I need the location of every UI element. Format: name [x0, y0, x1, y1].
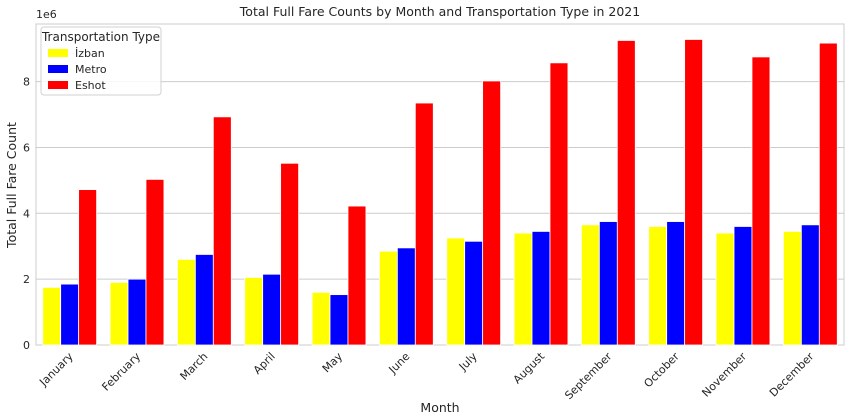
bar — [666, 221, 686, 346]
legend-swatch — [48, 49, 68, 57]
bar — [145, 178, 165, 346]
bar — [176, 258, 196, 346]
bar — [531, 231, 551, 346]
bar — [733, 226, 753, 346]
bar — [414, 102, 434, 346]
bar — [818, 42, 838, 346]
bar — [311, 291, 331, 346]
x-tick-label: August — [511, 349, 548, 386]
gridlines — [36, 81, 844, 280]
bar — [549, 62, 569, 346]
y-tick-label: 2 — [23, 273, 30, 286]
bar — [194, 254, 214, 346]
x-tick-labels: January February March April May June July Augu… — [36, 349, 816, 402]
bar — [280, 162, 300, 346]
y-tick-label: 8 — [23, 76, 30, 89]
x-tick-label: June — [386, 350, 413, 377]
bar — [396, 247, 416, 346]
bars — [42, 39, 838, 346]
legend: Transportation Type İzban Metro Eshot — [40, 26, 162, 96]
plot-area — [35, 23, 845, 346]
x-tick-label: May — [320, 350, 346, 376]
bar — [127, 278, 147, 346]
bar — [42, 286, 62, 346]
bar — [464, 240, 484, 346]
bar — [482, 80, 502, 346]
legend-entries: İzban Metro Eshot — [48, 47, 107, 92]
bar — [262, 273, 282, 346]
bar — [751, 56, 771, 346]
bar — [60, 283, 80, 346]
bar — [598, 221, 618, 346]
bar — [581, 224, 600, 346]
legend-title: Transportation Type — [41, 30, 160, 44]
x-tick-label: January — [36, 350, 76, 390]
bar — [616, 40, 636, 346]
y-scale-label: 1e6 — [36, 8, 57, 21]
bar — [347, 205, 367, 346]
x-tick-label: February — [99, 350, 143, 394]
legend-label: Metro — [75, 63, 107, 76]
legend-label: Eshot — [75, 79, 106, 92]
x-tick-label: December — [767, 350, 817, 400]
x-axis-label: Month — [420, 400, 459, 415]
bar — [329, 294, 349, 346]
bar — [513, 232, 533, 346]
bar — [715, 232, 735, 346]
bar — [212, 116, 232, 346]
bar — [783, 231, 802, 346]
chart-title: Total Full Fare Counts by Month and Tran… — [239, 4, 640, 19]
x-tick-label: April — [251, 350, 278, 377]
bar — [800, 224, 820, 346]
legend-swatch — [48, 81, 68, 89]
y-tick-label: 4 — [23, 207, 30, 220]
x-tick-label: March — [178, 350, 211, 383]
y-axis-label: Total Full Fare Count — [4, 122, 19, 249]
x-tick-label: July — [456, 350, 480, 374]
legend-swatch — [48, 65, 68, 73]
y-tick-label: 0 — [23, 339, 30, 352]
bar — [648, 226, 668, 346]
legend-box — [40, 26, 162, 96]
y-tick-label: 6 — [23, 141, 30, 154]
x-tick-label: September — [562, 350, 615, 403]
bar — [109, 282, 129, 346]
legend-label: İzban — [75, 47, 105, 60]
bar — [78, 189, 97, 346]
x-tick-label: October — [641, 350, 682, 391]
bar — [684, 39, 704, 346]
bar — [446, 237, 466, 346]
bar — [378, 250, 398, 346]
bar — [244, 277, 264, 346]
y-tick-labels: 0 2 4 6 8 — [23, 76, 30, 352]
x-tick-label: November — [699, 350, 749, 400]
